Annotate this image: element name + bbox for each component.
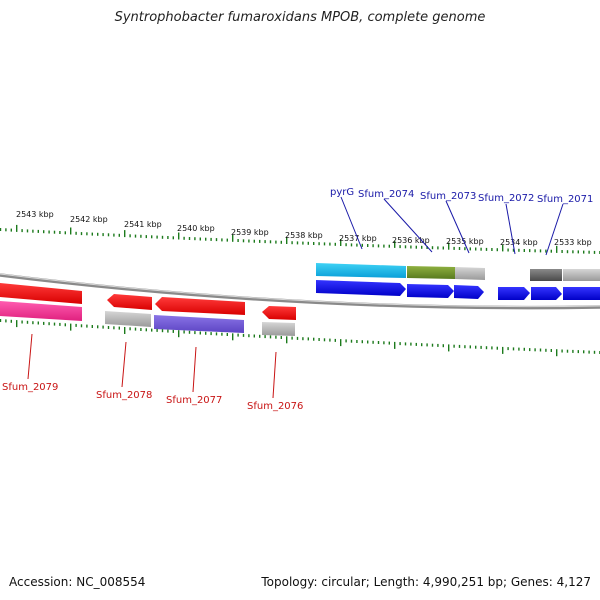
leader-line [340, 196, 363, 250]
cds-arrow-pyrG[interactable] [316, 280, 406, 296]
upper-ruler [0, 224, 600, 254]
cds-arrow-sfum-2071b[interactable] [563, 287, 600, 300]
gene-feature-sfum-2078[interactable] [105, 311, 151, 327]
kbp-labels: 2543 kbp 2542 kbp 2541 kbp 2540 kbp 2539… [16, 210, 592, 247]
accession-label: Accession: NC_008554 [9, 575, 146, 589]
top-gene-labels: pyrG Sfum_2074 Sfum_2073 Sfum_2072 Sfum_… [330, 187, 593, 256]
leader-line [445, 200, 470, 254]
gene-label-sfum-2072[interactable]: Sfum_2072 [478, 193, 534, 204]
topology-label: Topology: circular; Length: 4,990,251 bp… [261, 575, 591, 589]
gene-feature-sfum-2077[interactable] [154, 315, 244, 333]
gene-label-sfum-2071[interactable]: Sfum_2071 [537, 194, 593, 205]
gene-label-sfum-2073[interactable]: Sfum_2073 [420, 191, 476, 202]
kbp-label: 2540 kbp [177, 224, 215, 233]
leader-line [272, 351, 277, 399]
leader-line [505, 203, 516, 255]
kbp-label: 2534 kbp [500, 238, 538, 247]
cds-arrow-sfum-2072[interactable] [498, 287, 530, 300]
bottom-gene-labels: Sfum_2079 Sfum_2078 Sfum_2077 Sfum_2076 [2, 333, 303, 412]
gene-feature-sfum-2074[interactable] [407, 266, 455, 279]
gene-label-sfum-2076[interactable]: Sfum_2076 [247, 401, 303, 412]
kbp-label: 2538 kbp [285, 231, 323, 240]
kbp-label: 2543 kbp [16, 210, 54, 219]
leader-line [192, 346, 197, 393]
kbp-label: 2535 kbp [446, 237, 484, 246]
gene-feature-sfum-2073[interactable] [455, 267, 485, 280]
gene-label-sfum-2074[interactable]: Sfum_2074 [358, 189, 414, 200]
gene-feature-sfum-2076[interactable] [262, 322, 295, 336]
lower-ruler [0, 319, 600, 357]
gene-feature-sfum-2072[interactable] [530, 269, 562, 281]
kbp-label: 2542 kbp [70, 215, 108, 224]
gene-label-sfum-2079[interactable]: Sfum_2079 [2, 382, 58, 393]
gene-feature-sfum-2071[interactable] [563, 269, 600, 281]
gene-feature-pyrG[interactable] [316, 263, 406, 278]
genome-backbone-highlight [0, 273, 600, 308]
gene-label-sfum-2077[interactable]: Sfum_2077 [166, 395, 222, 406]
kbp-label: 2536 kbp [392, 236, 430, 245]
kbp-label: 2541 kbp [124, 220, 162, 229]
kbp-label: 2533 kbp [554, 238, 592, 247]
cds-arrow-sfum-2074[interactable] [407, 284, 454, 298]
genome-title: Syntrophobacter fumaroxidans MPOB, compl… [114, 10, 486, 25]
leader-line [545, 203, 564, 256]
leader-line [27, 333, 33, 380]
cds-arrow-sfum-2079[interactable] [0, 283, 82, 304]
cds-arrow-sfum-2073[interactable] [454, 285, 484, 299]
gene-label-pyrG[interactable]: pyrG [330, 187, 354, 198]
kbp-label: 2539 kbp [231, 228, 269, 237]
cds-arrow-sfum-2076[interactable] [262, 306, 296, 320]
cds-arrow-sfum-2078[interactable] [107, 294, 152, 310]
gene-feature-sfum-2079[interactable] [0, 301, 82, 321]
leader-line [121, 341, 127, 388]
cds-arrow-sfum-2071a[interactable] [531, 287, 562, 300]
genome-backbone [0, 273, 600, 310]
leader-line [383, 198, 433, 253]
gene-label-sfum-2078[interactable]: Sfum_2078 [96, 390, 152, 401]
cds-arrow-sfum-2077[interactable] [155, 297, 245, 315]
